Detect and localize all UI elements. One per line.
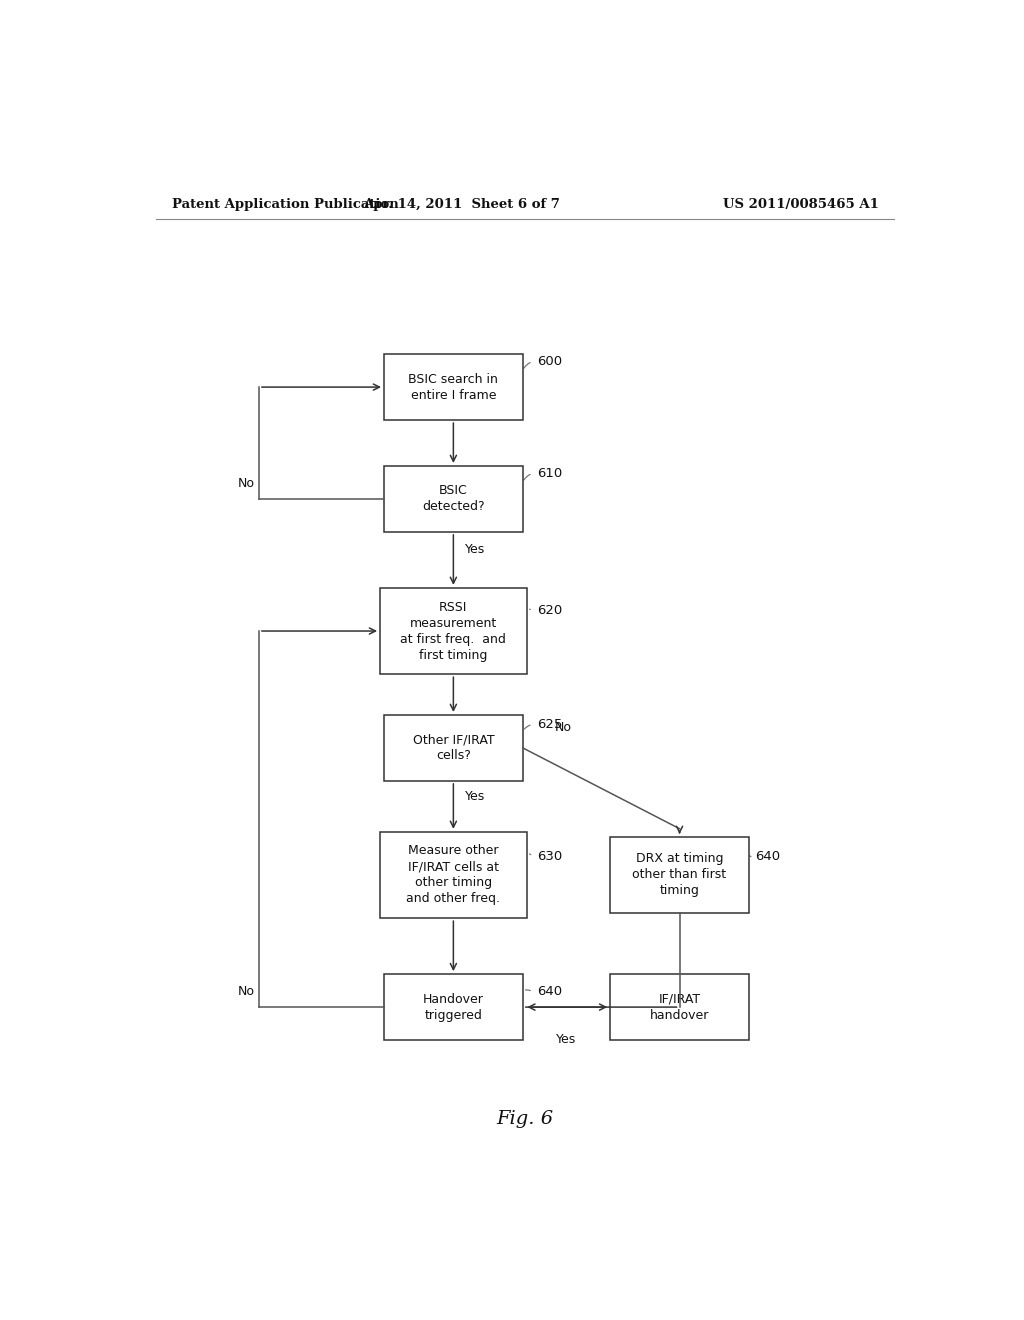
Text: No: No	[238, 985, 255, 998]
Text: US 2011/0085465 A1: US 2011/0085465 A1	[723, 198, 879, 211]
FancyBboxPatch shape	[380, 587, 526, 675]
Text: Yes: Yes	[556, 1032, 577, 1045]
Text: Fig. 6: Fig. 6	[497, 1110, 553, 1127]
FancyBboxPatch shape	[384, 715, 523, 781]
Text: Measure other
IF/IRAT cells at
other timing
and other freq.: Measure other IF/IRAT cells at other tim…	[407, 845, 501, 906]
FancyBboxPatch shape	[384, 974, 523, 1040]
Text: 610: 610	[537, 467, 562, 480]
Text: 620: 620	[537, 605, 562, 618]
Text: BSIC search in
entire I frame: BSIC search in entire I frame	[409, 372, 499, 401]
Text: Other IF/IRAT
cells?: Other IF/IRAT cells?	[413, 734, 495, 763]
Text: RSSI
measurement
at first freq.  and
first timing: RSSI measurement at first freq. and firs…	[400, 601, 506, 661]
Text: 625: 625	[537, 718, 562, 731]
Text: 600: 600	[537, 355, 562, 368]
Text: 640: 640	[537, 985, 562, 998]
FancyBboxPatch shape	[384, 354, 523, 420]
Text: BSIC
detected?: BSIC detected?	[422, 484, 484, 513]
Text: Handover
triggered: Handover triggered	[423, 993, 483, 1022]
Text: No: No	[555, 721, 571, 734]
Text: 640: 640	[755, 850, 780, 863]
Text: Yes: Yes	[465, 789, 485, 803]
Text: Yes: Yes	[465, 544, 485, 556]
Text: Patent Application Publication: Patent Application Publication	[172, 198, 398, 211]
Text: Apr. 14, 2011  Sheet 6 of 7: Apr. 14, 2011 Sheet 6 of 7	[362, 198, 560, 211]
FancyBboxPatch shape	[610, 837, 749, 913]
Text: DRX at timing
other than first
timing: DRX at timing other than first timing	[633, 853, 727, 898]
Text: 630: 630	[537, 850, 562, 863]
FancyBboxPatch shape	[610, 974, 749, 1040]
FancyBboxPatch shape	[384, 466, 523, 532]
Text: No: No	[238, 477, 255, 490]
Text: IF/IRAT
handover: IF/IRAT handover	[650, 993, 710, 1022]
FancyBboxPatch shape	[380, 832, 526, 919]
